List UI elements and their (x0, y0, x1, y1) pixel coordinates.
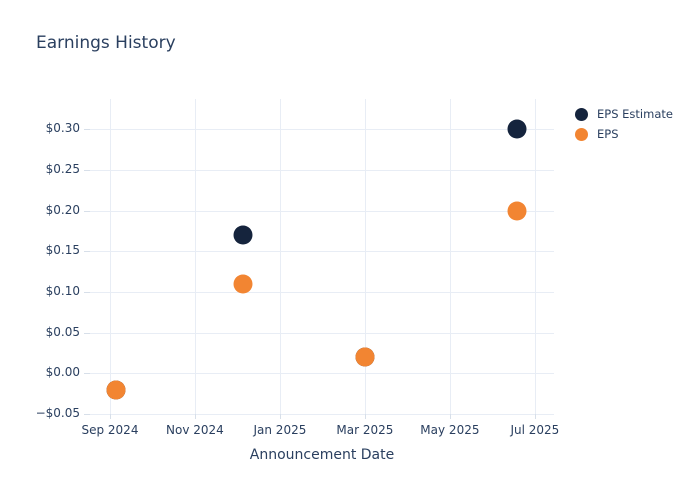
gridline-horizontal (90, 129, 554, 131)
gridline-horizontal (90, 373, 554, 375)
y-tick-label: −$0.05 (35, 406, 80, 420)
plot-area (84, 99, 554, 419)
y-tick-label: $0.25 (45, 161, 80, 176)
x-axis-title: Announcement Date (249, 447, 395, 463)
x-tick-label: Jan 2025 (253, 423, 307, 437)
y-tick-mark (84, 332, 90, 334)
eps-point[interactable] (507, 201, 527, 220)
x-tick-label: May 2025 (420, 423, 480, 437)
x-tick-label: Nov 2024 (166, 423, 224, 437)
chart-title: Earnings History (36, 33, 176, 53)
y-tick-mark (84, 373, 90, 375)
legend-label-eps: EPS (597, 127, 619, 141)
legend-label-eps-estimate: EPS Estimate (597, 107, 673, 121)
legend: EPS Estimate EPS (575, 104, 673, 144)
y-tick-label: $0.20 (45, 202, 80, 217)
legend-marker-eps (575, 127, 588, 141)
y-tick-mark (84, 414, 90, 415)
y-tick-label: $0.15 (45, 243, 80, 258)
y-tick-mark (84, 129, 90, 131)
eps-point[interactable] (106, 380, 126, 400)
y-tick-label: $0.10 (45, 283, 80, 298)
x-tick-mark (279, 414, 281, 419)
gridline-vertical (109, 99, 111, 414)
gridline-vertical (279, 99, 281, 414)
legend-item-eps-estimate[interactable]: EPS Estimate (575, 104, 673, 124)
y-tick-mark (84, 210, 90, 212)
legend-marker-eps-estimate (575, 107, 588, 121)
x-tick-label: Jul 2025 (510, 423, 560, 437)
gridline-vertical (364, 99, 366, 414)
legend-item-eps[interactable]: EPS (575, 124, 673, 144)
y-tick-mark (84, 169, 90, 171)
eps-estimate-point[interactable] (507, 119, 527, 139)
y-tick-label: $0.05 (45, 324, 80, 339)
gridline-horizontal (90, 251, 554, 253)
x-tick-label: Sep 2024 (81, 423, 139, 437)
eps-estimate-point[interactable] (233, 225, 253, 245)
y-tick-label: $0.00 (45, 365, 80, 380)
y-tick-mark (84, 251, 90, 253)
gridline-horizontal (90, 414, 554, 415)
gridline-horizontal (90, 291, 554, 293)
eps-point[interactable] (233, 274, 253, 294)
gridline-vertical (449, 99, 451, 414)
x-tick-mark (194, 414, 196, 419)
gridline-horizontal (90, 169, 554, 171)
y-tick-mark (84, 291, 90, 293)
x-tick-mark (109, 414, 111, 419)
gridline-horizontal (90, 210, 554, 212)
eps-point[interactable] (355, 347, 375, 367)
gridline-horizontal (90, 332, 554, 334)
y-tick-label: $0.30 (45, 121, 80, 136)
x-tick-label: Mar 2025 (336, 423, 394, 437)
x-tick-mark (534, 414, 536, 419)
x-tick-mark (449, 414, 451, 419)
x-tick-mark (364, 414, 366, 419)
gridline-vertical (534, 99, 536, 414)
gridline-vertical (194, 99, 196, 414)
